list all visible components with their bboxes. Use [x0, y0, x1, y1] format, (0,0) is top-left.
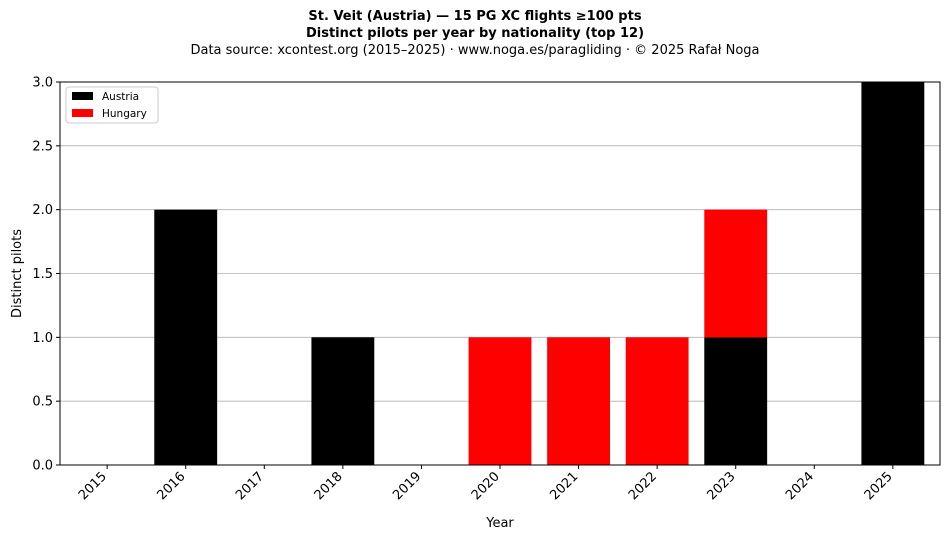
x-tick-label: 2024: [783, 469, 817, 503]
x-tick-label: 2025: [862, 469, 896, 503]
y-tick-label: 0.0: [32, 459, 53, 474]
legend-label-hungary: Hungary: [102, 108, 147, 120]
y-tick-label: 0.5: [32, 395, 53, 410]
x-tick-label: 2018: [312, 469, 346, 503]
x-tick-label: 2015: [76, 469, 110, 503]
x-tick-label: 2021: [547, 469, 581, 503]
chart-title-block: St. Veit (Austria) — 15 PG XC flights ≥1…: [0, 8, 950, 59]
y-tick-label: 2.5: [32, 139, 53, 154]
chart-subtitle: Data source: xcontest.org (2015–2025) · …: [190, 43, 760, 58]
bars-layer: [154, 82, 925, 465]
bar-hungary-2023: [704, 209, 768, 338]
x-tick-label: 2017: [233, 469, 267, 503]
legend-swatch-austria: [72, 92, 93, 100]
y-axis-label: Distinct pilots: [10, 229, 25, 318]
bar-austria-2025: [861, 82, 925, 465]
x-tick-label: 2023: [705, 469, 739, 503]
x-tick-label: 2019: [390, 469, 424, 503]
y-tick-label: 2.0: [32, 203, 53, 218]
bar-austria-2016: [154, 209, 218, 465]
bar-austria-2023: [704, 337, 768, 465]
y-tick-label: 3.0: [32, 76, 53, 91]
y-tick-label: 1.5: [32, 267, 53, 282]
chart-title-line2: Distinct pilots per year by nationality …: [305, 26, 645, 41]
x-tick-label: 2016: [155, 469, 189, 503]
y-axis-ticks: 0.0 0.5 1.0 1.5 2.0 2.5 3.0: [32, 76, 60, 474]
legend-swatch-hungary: [72, 109, 93, 117]
x-axis-label: Year: [485, 516, 514, 531]
legend: Austria Hungary: [65, 86, 159, 124]
x-tick-label: 2022: [626, 469, 660, 503]
legend-label-austria: Austria: [102, 91, 139, 103]
y-tick-label: 1.0: [32, 331, 53, 346]
x-tick-label: 2020: [469, 469, 503, 503]
chart-title-line1: St. Veit (Austria) — 15 PG XC flights ≥1…: [308, 9, 642, 24]
bar-hungary-2022: [625, 337, 689, 465]
bar-hungary-2020: [468, 337, 532, 465]
x-axis-ticks: 2015 2016 2017 2018 2019 2020 2021 2022 2023 2024…: [76, 465, 896, 503]
bar-austria-2018: [311, 337, 375, 465]
bar-hungary-2021: [547, 337, 610, 465]
